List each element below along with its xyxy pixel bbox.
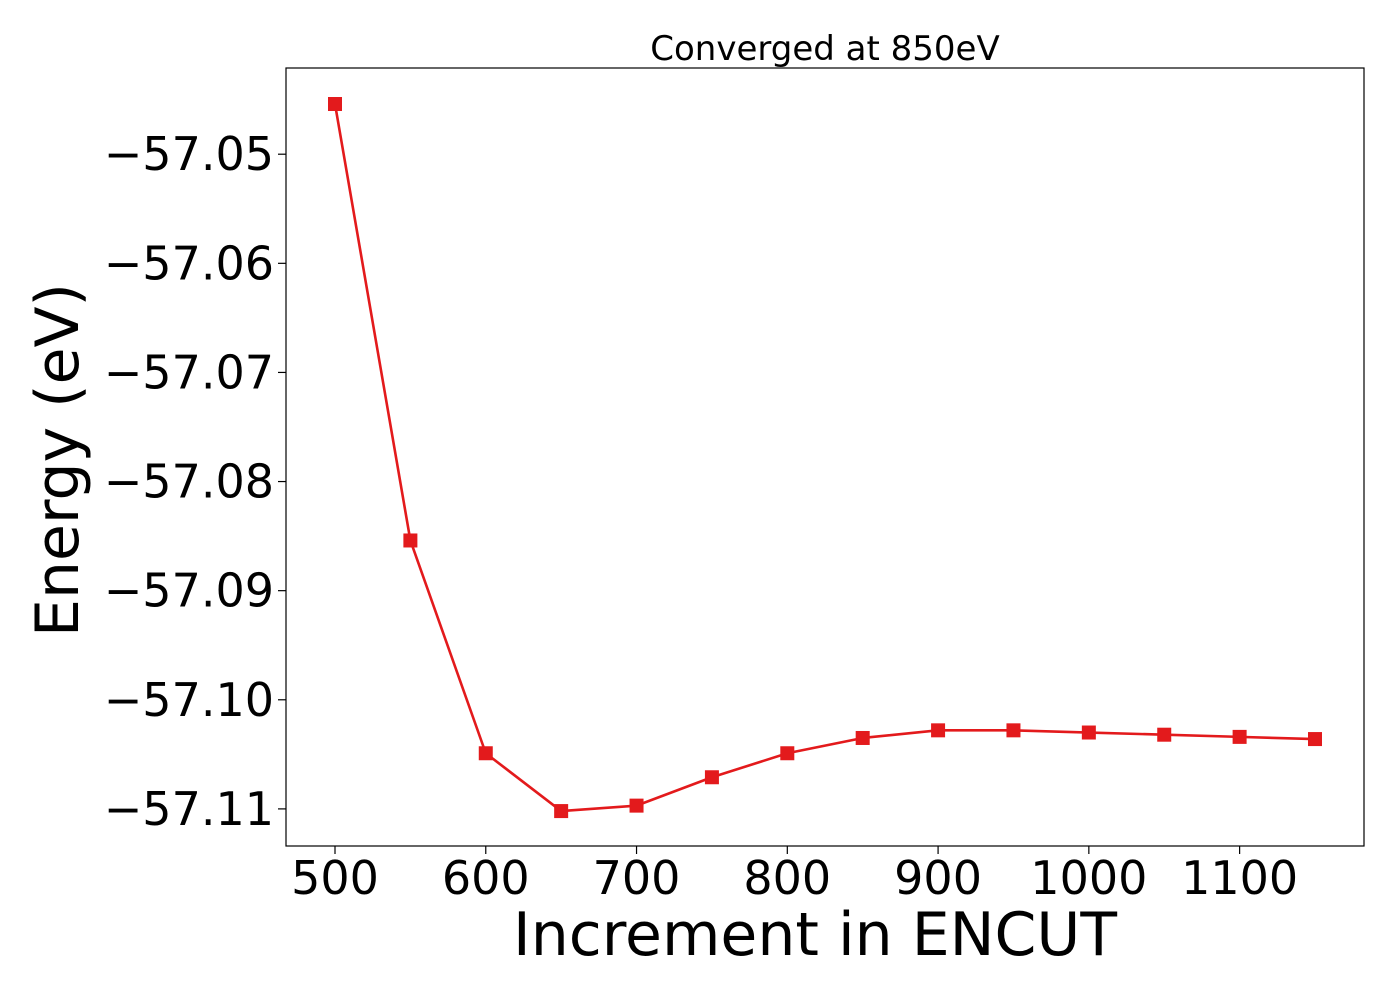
- series-layer: [328, 97, 1322, 819]
- x-tick-label: 500: [291, 851, 379, 905]
- data-point-marker: [328, 97, 342, 112]
- data-point-marker: [403, 533, 418, 548]
- data-point-marker: [1081, 725, 1096, 740]
- x-tick-label: 1000: [1030, 851, 1147, 905]
- x-axis-label: Increment in ENCUT: [513, 900, 1117, 970]
- y-tick-label: −57.09: [104, 564, 274, 618]
- y-tick-label: −57.10: [104, 673, 274, 727]
- x-tick-label: 800: [743, 851, 831, 905]
- x-tick-label: 600: [442, 851, 530, 905]
- data-point-marker: [780, 746, 795, 761]
- y-axis-ticks: −57.05 −57.06 −57.07 −57.08 −57.09 −57.10 −57.…: [104, 127, 286, 836]
- data-point-marker: [855, 730, 870, 745]
- data-point-marker: [1232, 729, 1247, 744]
- data-point-marker: [478, 746, 493, 761]
- x-axis-ticks: 500 600 700 800 900 1000 1100: [291, 846, 1298, 905]
- y-tick-label: −57.05: [104, 127, 274, 181]
- plot-area: [285, 67, 1365, 847]
- y-axis-label: Energy (eV): [23, 283, 93, 637]
- x-tick-label: 700: [593, 851, 681, 905]
- data-point-marker: [704, 770, 719, 785]
- data-point-marker: [1157, 727, 1172, 742]
- series-line: [333, 103, 1316, 813]
- data-point-marker: [629, 798, 644, 813]
- data-point-marker: [931, 723, 946, 738]
- data-point-marker: [1308, 732, 1322, 747]
- y-tick-label: −57.06: [104, 236, 274, 290]
- y-tick-label: −57.11: [104, 782, 274, 836]
- data-point-marker: [554, 804, 569, 819]
- y-tick-label: −57.08: [104, 455, 274, 509]
- chart-title: Converged at 850eV: [650, 29, 999, 69]
- x-tick-label: 1100: [1181, 851, 1298, 905]
- x-tick-label: 900: [894, 851, 982, 905]
- data-point-marker: [1006, 723, 1021, 738]
- y-tick-label: −57.07: [104, 345, 274, 399]
